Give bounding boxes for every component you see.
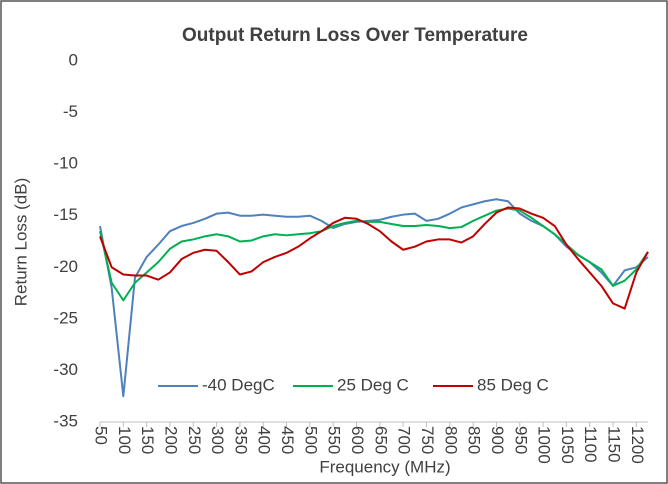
- x-tick-label: 800: [441, 426, 460, 454]
- x-tick-label: 950: [511, 426, 530, 454]
- y-tick-label: -25: [53, 308, 78, 327]
- x-tick-label: 450: [278, 426, 297, 454]
- x-tick-label: 350: [231, 426, 250, 454]
- x-tick-label: 250: [185, 426, 204, 454]
- y-tick-label: -20: [53, 257, 78, 276]
- series-line: [99, 206, 649, 310]
- legend-label: 25 Deg C: [337, 375, 409, 394]
- legend-label: -40 DegC: [202, 375, 275, 394]
- x-tick-label: 550: [325, 426, 344, 454]
- series-line: [99, 207, 649, 302]
- y-tick-label: -5: [63, 102, 78, 121]
- x-tick-label: 100: [115, 426, 134, 454]
- y-tick-label: -10: [53, 154, 78, 173]
- x-tick-label: 750: [418, 426, 437, 454]
- x-tick-label: 500: [301, 426, 320, 454]
- x-axis-label: Frequency (MHz): [319, 457, 450, 476]
- y-axis-label: Return Loss (dB): [11, 178, 30, 307]
- x-tick-label: 650: [371, 426, 390, 454]
- x-tick-label: 1150: [605, 426, 624, 463]
- x-tick-label: 1100: [581, 426, 600, 463]
- x-tick-label: 1050: [558, 426, 577, 464]
- x-tick-label: 700: [395, 426, 414, 454]
- chart-title: Output Return Loss Over Temperature: [182, 25, 528, 46]
- x-tick-label: 850: [465, 426, 484, 454]
- x-tick-label: 900: [488, 426, 507, 454]
- y-tick-label: -15: [53, 205, 78, 224]
- x-tick-label: 200: [161, 426, 180, 454]
- x-tick-label: 50: [92, 426, 111, 445]
- x-tick-label: 1200: [628, 426, 647, 464]
- y-tick-label: -30: [53, 360, 78, 379]
- legend-label: 85 Deg C: [477, 375, 549, 394]
- y-tick-label: -35: [53, 411, 78, 430]
- x-tick-label: 1000: [535, 426, 554, 464]
- x-tick-label: 600: [348, 426, 367, 454]
- x-tick-label: 150: [138, 426, 157, 454]
- x-tick-label: 300: [208, 426, 227, 454]
- y-tick-label: 0: [69, 50, 78, 69]
- x-tick-label: 400: [255, 426, 274, 454]
